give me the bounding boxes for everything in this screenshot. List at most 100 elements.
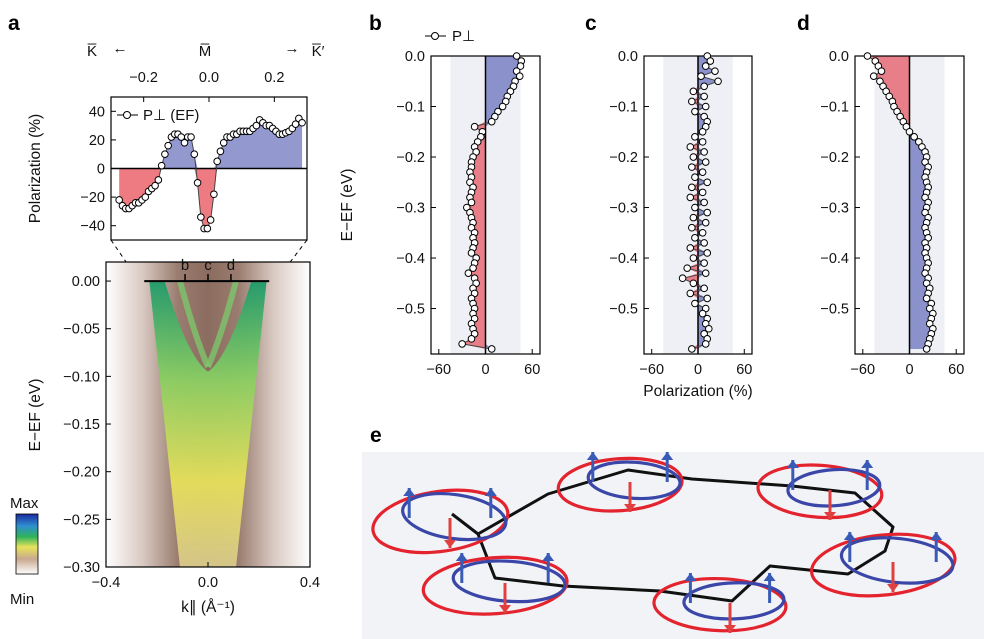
a-data-point xyxy=(157,161,166,170)
heatmap-y-tick-label: −0.20 xyxy=(63,465,100,481)
panel-b-data-point xyxy=(498,102,507,111)
panel-d-y-tick-label: −0.4 xyxy=(820,251,849,267)
panel-b-y-tick-label: 0.0 xyxy=(405,49,425,65)
panel-c-data-point xyxy=(688,223,696,232)
e-red-loop xyxy=(809,532,957,598)
a-y-tick-label: −40 xyxy=(80,219,105,235)
a-data-point xyxy=(298,118,306,127)
panel-c-y-tick-label: −0.3 xyxy=(609,201,638,217)
e-spin-down-head xyxy=(887,584,899,592)
a-data-point xyxy=(180,138,189,147)
panel-c-chart: 0.0 −0.1 −0.2 −0.3 −0.4 −0.5 −60 0 60 Polarizatio… xyxy=(609,49,752,400)
panel-c-data-point xyxy=(691,234,699,242)
panel-c-data-point xyxy=(701,269,710,277)
panel-d-data-point xyxy=(905,127,914,136)
heatmap-y-tick-label: −0.30 xyxy=(63,560,100,576)
panel-c-data-point xyxy=(706,57,715,65)
a-data-point xyxy=(213,157,221,166)
panel-a-heatmap: b c d 0.00 −0.05 −0.10 −0.15 −0.20 −0.25 −0.30−0.… xyxy=(10,257,320,616)
a-data-point xyxy=(203,224,212,233)
a-data-point xyxy=(187,133,195,141)
panel-c-data-point xyxy=(691,133,699,141)
colorbar xyxy=(15,513,39,575)
a-top-arrow-left: ← xyxy=(113,40,128,57)
panel-b-data-point xyxy=(515,72,524,81)
e-spin-up-head xyxy=(403,488,416,496)
e-spin-up-head xyxy=(763,573,776,581)
a-top-arrow-right: → xyxy=(285,40,300,57)
panel-c-y-tick-label: −0.2 xyxy=(609,150,638,166)
e-spin-down-head xyxy=(824,512,836,520)
heatmap-x-tick-label: 0.4 xyxy=(300,575,320,591)
panel-c-data-point xyxy=(688,345,696,353)
panel-d-data-point xyxy=(863,52,872,60)
a-data-point xyxy=(115,196,123,204)
panel-d-y-tick-label: −0.2 xyxy=(820,150,849,166)
panel-d-x-tick-label: 60 xyxy=(948,362,964,378)
heatmap-y-tick-label: −0.05 xyxy=(63,322,100,338)
panel-c-x-tick-label: 60 xyxy=(736,362,752,378)
panel-d-chart: 0.0 −0.1 −0.2 −0.3 −0.4 −0.5 −60 0 60 xyxy=(820,49,965,378)
panel-b-y-tick-label: −0.3 xyxy=(396,201,425,217)
heatmap-ylabel: E−EF (eV) xyxy=(27,379,44,452)
heatmap-y-tick-label: −0.25 xyxy=(63,512,100,528)
panel-label-c: c xyxy=(585,12,597,35)
heatmap-marker-label: b xyxy=(181,257,189,274)
panel-c-data-point xyxy=(686,289,695,298)
panel-d-y-tick-label: −0.1 xyxy=(820,100,849,116)
panel-c-y-tick-label: 0.0 xyxy=(618,49,638,65)
panel-c-data-point xyxy=(703,249,712,257)
panel-c-data-point xyxy=(698,228,707,237)
panel-c-data-point xyxy=(688,163,696,171)
panel-c-data-point xyxy=(703,178,712,187)
panel-d-negative-area xyxy=(867,56,910,349)
panel-b-chart: 0.0 −0.1 −0.2 −0.3 −0.4 −0.5 −60 0 60 E−EF (eV) P⊥ xyxy=(339,28,541,378)
panel-c-data-point xyxy=(691,173,699,182)
e-spin-down-head xyxy=(444,540,456,548)
e-red-loop xyxy=(652,576,788,633)
a-data-point xyxy=(161,150,169,158)
panel-d-data-point xyxy=(910,133,918,141)
panel-b-y-tick-label: −0.1 xyxy=(396,100,425,116)
panel-b-data-point xyxy=(470,122,479,131)
panel-c-data-point xyxy=(688,183,696,192)
panel-c-data-point xyxy=(678,274,687,283)
e-path xyxy=(451,468,895,603)
a-y-tick-label: 0 xyxy=(97,162,105,178)
panel-c-xlabel: Polarization (%) xyxy=(643,383,752,400)
panel-b-data-point xyxy=(458,340,466,348)
panel-c-x-tick-label: −60 xyxy=(639,362,664,378)
heatmap-y-tick-label: 0.00 xyxy=(72,274,100,290)
e-spin-up-head xyxy=(586,452,599,460)
panel-label-d: d xyxy=(797,12,810,35)
e-spin-up-head xyxy=(542,553,555,561)
a-data-point xyxy=(154,176,163,184)
panel-label-b: b xyxy=(369,12,382,35)
a-data-point xyxy=(193,179,202,187)
a-top-tick-label: 0.2 xyxy=(264,70,284,86)
e-spin-down-head xyxy=(624,504,636,512)
panel-b-legend-marker xyxy=(431,32,439,40)
panel-b-x-tick-label: 60 xyxy=(524,362,540,378)
panel-b-data-point xyxy=(487,117,496,126)
e-blue-loop xyxy=(682,581,786,621)
e-spin-up-head xyxy=(684,573,697,581)
heatmap-marker-label: d xyxy=(227,257,235,274)
e-spin-up-head xyxy=(786,460,799,468)
panel-c-data-point xyxy=(701,218,710,227)
a-legend-marker xyxy=(123,111,131,119)
heatmap-x-tick-label: 0.0 xyxy=(198,575,218,591)
panel-b-y-tick-label: −0.5 xyxy=(396,302,425,318)
panel-c-data-point xyxy=(700,284,708,293)
panel-d-y-tick-label: −0.5 xyxy=(820,302,849,318)
panel-c-data-point xyxy=(705,324,713,333)
panel-a-top-chart: 40 20 0 −20 −40 −0.2 0.0 0.2 K̅ ← M̅ → K̅′ Polarizati… xyxy=(27,40,325,292)
a-legend-label: P⊥ (EF) xyxy=(143,107,199,124)
heatmap-band xyxy=(149,281,267,567)
panel-c-data-point xyxy=(701,102,710,111)
panel-e-diagram xyxy=(362,452,984,639)
panel-c-data-point xyxy=(689,279,698,288)
panel-c-data-point xyxy=(683,264,692,272)
heatmap-inner-right xyxy=(205,280,239,369)
panel-c-data-point xyxy=(701,158,710,166)
